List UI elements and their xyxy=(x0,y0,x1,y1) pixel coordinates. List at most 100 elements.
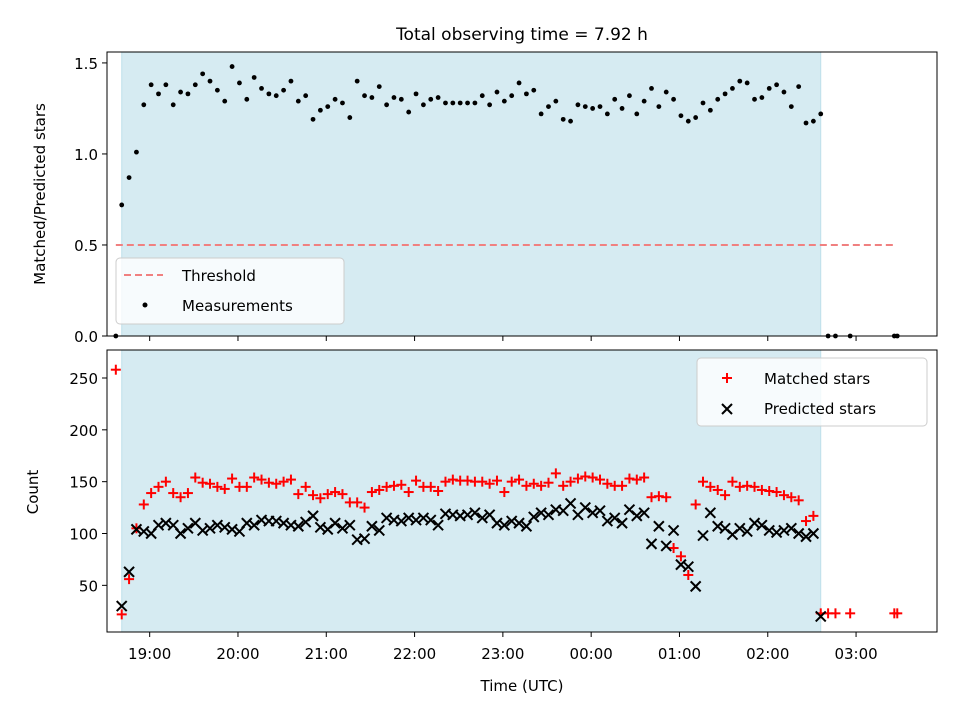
matched-star-point xyxy=(447,474,458,485)
matched-star-point xyxy=(160,476,171,487)
measurement-point xyxy=(693,115,699,120)
matched-star-point xyxy=(661,492,672,503)
measurement-point xyxy=(288,78,294,84)
predicted-star-point xyxy=(616,517,628,529)
matched-star-point xyxy=(440,476,451,487)
measurement-point xyxy=(479,93,485,99)
predicted-star-point xyxy=(358,532,371,545)
bottom-x-tick-label: 22:00 xyxy=(393,645,436,663)
matched-star-point xyxy=(241,481,252,492)
measurement-point xyxy=(612,96,618,102)
predicted-star-point xyxy=(123,566,135,578)
measurement-point xyxy=(310,116,316,122)
predicted-star-point xyxy=(792,527,805,540)
measurement-point xyxy=(200,71,206,77)
predicted-star-point xyxy=(425,514,437,526)
predicted-star-point xyxy=(248,519,260,531)
measurement-point xyxy=(259,86,264,91)
measurement-point xyxy=(752,96,757,102)
matched-star-point xyxy=(558,480,569,491)
measurement-point xyxy=(362,93,367,99)
predicted-star-point xyxy=(638,507,650,519)
predicted-star-point xyxy=(756,519,768,531)
predicted-star-point xyxy=(815,610,827,623)
predicted-star-point xyxy=(594,504,606,517)
measurement-point xyxy=(560,116,566,122)
matched-star-point xyxy=(293,489,304,500)
matched-star-point xyxy=(543,477,554,488)
measurement-point xyxy=(340,100,345,106)
bottom-x-tick-label: 01:00 xyxy=(658,645,701,663)
predicted-star-point xyxy=(682,560,695,573)
predicted-star-point xyxy=(800,530,812,543)
predicted-star-point xyxy=(631,510,643,522)
measurement-point xyxy=(737,78,743,84)
top-y-tick-label: 1.5 xyxy=(74,55,98,73)
bottom-x-axis-label: Time (UTC) xyxy=(480,677,564,695)
measurement-point xyxy=(237,80,242,86)
bottom-plot-frame xyxy=(106,349,938,633)
matched-star-point xyxy=(425,481,436,492)
measurement-point xyxy=(538,111,544,117)
predicted-star-point xyxy=(520,520,533,532)
matched-star-point xyxy=(278,476,289,487)
legend-matched-label: Matched stars xyxy=(764,370,870,388)
measurement-point xyxy=(796,84,802,89)
bottom-y-tick-label: 50 xyxy=(79,577,98,595)
measurement-point xyxy=(627,93,632,99)
bottom-y-tick-label: 150 xyxy=(69,474,98,492)
predicted-star-point xyxy=(513,517,525,529)
matched-star-point xyxy=(683,569,694,580)
matched-star-point xyxy=(624,473,635,484)
bottom-x-tick-label: 03:00 xyxy=(834,645,877,663)
matched-star-point xyxy=(315,493,326,504)
measurement-point xyxy=(509,93,515,99)
predicted-star-point xyxy=(292,520,305,532)
measurement-point xyxy=(641,98,647,104)
matched-star-point xyxy=(197,477,208,488)
measurement-point xyxy=(170,102,176,108)
measurement-point xyxy=(251,75,257,80)
matched-star-point xyxy=(749,481,760,492)
bottom-x-tick-label: 02:00 xyxy=(746,645,789,663)
measurement-point xyxy=(604,111,610,117)
measurement-point xyxy=(553,98,559,104)
measurement-point xyxy=(134,149,139,155)
measurement-point xyxy=(766,86,772,91)
matched-star-point xyxy=(411,475,422,486)
matched-star-point xyxy=(374,484,385,495)
measurement-point xyxy=(501,98,507,104)
matched-star-point xyxy=(388,480,399,491)
measurement-point xyxy=(244,96,250,102)
predicted-star-point xyxy=(469,507,481,519)
measurement-point xyxy=(590,106,596,111)
matched-star-point xyxy=(219,483,230,494)
measurement-point xyxy=(516,80,522,86)
predicted-star-point xyxy=(204,522,216,535)
matched-star-point xyxy=(536,480,547,491)
top-y-tick-label: 0.5 xyxy=(74,237,98,255)
measurement-point xyxy=(347,115,353,120)
legend-measurements-label: Measurements xyxy=(182,297,293,315)
bottom-y-tick-label: 200 xyxy=(69,422,98,440)
predicted-star-point xyxy=(653,520,665,532)
legend-matched-swatch xyxy=(722,373,732,383)
measurement-point xyxy=(685,118,691,124)
matched-star-point xyxy=(580,471,591,482)
legend-measurements-swatch xyxy=(142,302,148,308)
matched-star-point xyxy=(801,516,812,527)
matched-star-point xyxy=(594,474,605,485)
measurement-point xyxy=(443,100,448,106)
measurement-point xyxy=(126,175,132,181)
matched-star-point xyxy=(330,487,341,498)
matched-star-point xyxy=(845,608,856,619)
predicted-star-point xyxy=(366,520,378,532)
measurement-point xyxy=(295,98,301,104)
matched-star-point xyxy=(190,472,201,483)
predicted-star-point xyxy=(174,527,187,540)
legend-threshold-label: Threshold xyxy=(181,267,256,285)
measurement-point xyxy=(457,100,463,106)
matched-star-point xyxy=(602,478,613,489)
predicted-star-point xyxy=(564,497,577,510)
